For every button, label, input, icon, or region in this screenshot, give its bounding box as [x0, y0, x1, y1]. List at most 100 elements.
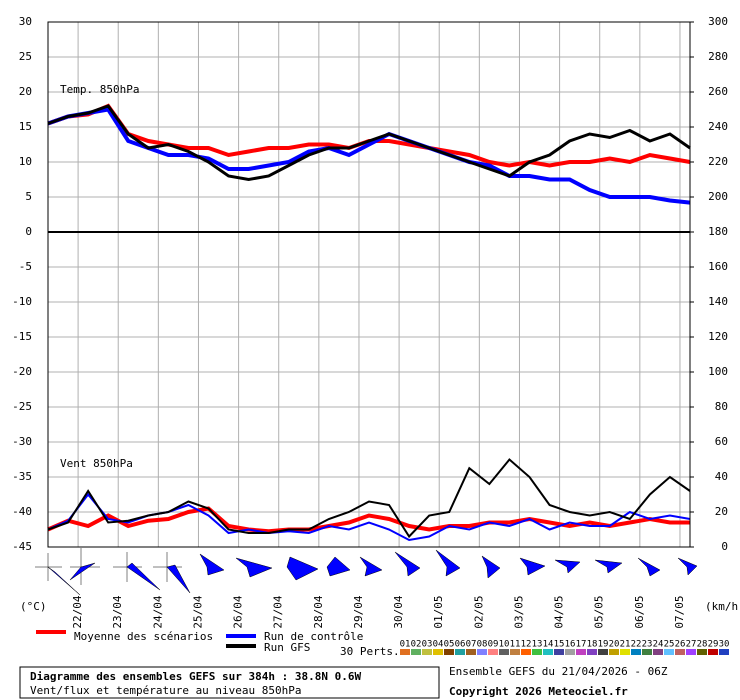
y2-tick-label: 260: [708, 85, 728, 98]
perturbation-swatch: [411, 649, 421, 655]
perturbation-swatch: [422, 649, 432, 655]
perturbation-name: 21: [620, 640, 631, 650]
y2-tick-label: 280: [708, 50, 728, 63]
y2-tick-label: 300: [708, 15, 728, 28]
perturbation-swatch: [598, 649, 608, 655]
x-tick-label: 24/04: [151, 595, 164, 628]
perturbation-swatch: [576, 649, 586, 655]
x-tick-label: 25/04: [191, 595, 204, 628]
legend-label: Run GFS: [264, 641, 310, 654]
x-tick-label: 23/04: [111, 595, 124, 628]
x-tick-label: 29/04: [352, 595, 365, 628]
y-tick-label: 30: [19, 15, 32, 28]
copyright: Copyright 2026 Meteociel.fr: [449, 685, 628, 698]
run-info: Ensemble GEFS du 21/04/2026 - 06Z: [449, 665, 668, 678]
perturbation-swatch: [620, 649, 630, 655]
perturbation-swatch: [587, 649, 597, 655]
perturbation-name: 27: [686, 640, 697, 650]
y2-tick-label: 100: [708, 365, 728, 378]
y2-tick-label: 200: [708, 190, 728, 203]
x-tick-label: 01/05: [432, 595, 445, 628]
perturbation-swatch: [433, 649, 443, 655]
perturbation-swatch: [565, 649, 575, 655]
perturbation-name: 10: [499, 640, 510, 650]
perturbation-swatch: [554, 649, 564, 655]
x-tick-label: 28/04: [312, 595, 325, 628]
perturbation-swatch: [653, 649, 663, 655]
perturbation-name: 13: [532, 640, 543, 650]
x-tick-label: 30/04: [392, 595, 405, 628]
y-tick-label: 15: [19, 120, 32, 133]
series-line: [47, 458, 691, 539]
y-tick-label: 25: [19, 50, 32, 63]
perturbation-swatch: [697, 649, 707, 655]
legend-label: Run de contrôle: [264, 630, 363, 643]
perturbation-name: 18: [587, 640, 598, 650]
y2-tick-label: 80: [715, 400, 728, 413]
perturbation-swatch: [664, 649, 674, 655]
y2-tick-label: 40: [715, 470, 728, 483]
y2-tick-label: 180: [708, 225, 728, 238]
perturbation-name: 04: [433, 640, 444, 650]
grid: [48, 21, 690, 548]
perturbation-swatch: [466, 649, 476, 655]
perturbation-name: 01: [400, 640, 411, 650]
perturbation-swatch: [499, 649, 509, 655]
perturbation-swatch: [631, 649, 641, 655]
perturbation-swatch: [708, 649, 718, 655]
y-tick-label: -10: [12, 295, 32, 308]
x-tick-label: 05/05: [593, 595, 606, 628]
title-box: [19, 666, 440, 699]
perturbation-name: 30: [719, 640, 730, 650]
chart-subtitle: Vent/flux et température au niveau 850hP…: [30, 684, 302, 697]
legend: Moyenne des scénarios Run de contrôle Ru…: [36, 630, 400, 658]
y-tick-label: 20: [19, 85, 32, 98]
perturbation-name: 14: [543, 640, 554, 650]
y-tick-label: -15: [12, 330, 32, 343]
perturbation-swatch: [510, 649, 520, 655]
perturbation-swatch: [686, 649, 696, 655]
chart-title: Diagramme des ensembles GEFS sur 384h : …: [30, 670, 362, 683]
perturbation-swatch: [444, 649, 454, 655]
legend-label: Moyenne des scénarios: [74, 630, 213, 643]
plot-frame: [47, 21, 691, 548]
perturbation-name: 02: [411, 640, 422, 650]
perturbation-name: 17: [576, 640, 587, 650]
perturbation-swatch: [521, 649, 531, 655]
perturbation-name: 09: [488, 640, 499, 650]
perturbation-name: 16: [565, 640, 576, 650]
perturbation-name: 03: [422, 640, 433, 650]
y-tick-label: -25: [12, 400, 32, 413]
y2-tick-label: 140: [708, 295, 728, 308]
perturbation-name: 08: [477, 640, 488, 650]
perturbation-swatch: [477, 649, 487, 655]
perturbation-swatch: [543, 649, 553, 655]
perturbation-name: 12: [521, 640, 532, 650]
perturbation-name: 25: [664, 640, 675, 650]
perturbation-name: 15: [554, 640, 565, 650]
y2-tick-label: 220: [708, 155, 728, 168]
y-tick-label: -40: [12, 505, 32, 518]
x-tick-label: 07/05: [673, 595, 686, 628]
perturbation-swatch: [455, 649, 465, 655]
x-tick-label: 02/05: [472, 595, 485, 628]
perturbation-name: 23: [642, 640, 653, 650]
y2-tick-label: 240: [708, 120, 728, 133]
temp-label: Temp. 850hPa: [60, 83, 139, 96]
y2-tick-label: 160: [708, 260, 728, 273]
perturbation-swatch: [675, 649, 685, 655]
perturbation-name: 26: [675, 640, 686, 650]
y-tick-label: 5: [25, 190, 32, 203]
y-tick-label: -45: [12, 540, 32, 553]
lines: [47, 103, 691, 542]
y2-unit: (km/h): [705, 600, 740, 613]
perturbation-name: 29: [708, 640, 719, 650]
y-tick-label: -5: [19, 260, 32, 273]
y-unit: (°C): [20, 600, 47, 613]
perturbation-name: 20: [609, 640, 620, 650]
perturbation-swatch: [400, 649, 410, 655]
perturbation-name: 22: [631, 640, 642, 650]
x-tick-label: 26/04: [232, 595, 245, 628]
